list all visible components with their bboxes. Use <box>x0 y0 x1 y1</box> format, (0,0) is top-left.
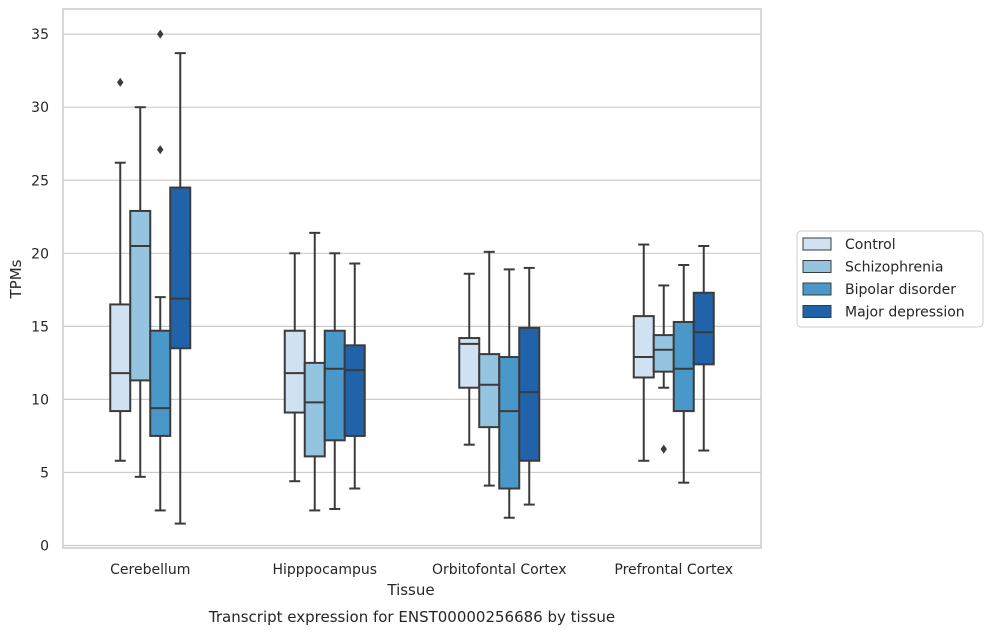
box-iqr <box>149 329 172 437</box>
box-iqr <box>109 303 132 413</box>
legend-swatch <box>802 305 832 318</box>
outlier-point <box>157 145 164 155</box>
y-tick-label: 25 <box>31 173 49 189</box>
legend-label: Control <box>845 237 896 253</box>
box <box>478 250 501 487</box>
box <box>518 266 541 506</box>
legend: Control Schizophrenia Bipolar disorder Majo… <box>796 230 984 328</box>
box <box>692 244 715 452</box>
y-tick-label: 0 <box>40 539 49 555</box>
legend-label: Schizophrenia <box>845 260 943 276</box>
box-iqr <box>303 361 326 458</box>
box <box>498 268 521 519</box>
box-iqr <box>672 320 695 413</box>
box-iqr <box>692 291 715 366</box>
y-tick-label: 10 <box>31 392 49 408</box>
y-tick-label: 35 <box>31 27 49 43</box>
outlier-point <box>157 29 164 39</box>
box-iqr <box>518 326 541 462</box>
series-major-depression <box>169 52 715 525</box>
chart-caption: Transcript expression for ENST0000025668… <box>208 608 615 626</box>
legend-label: Bipolar disorder <box>845 282 956 298</box>
box <box>343 262 366 490</box>
x-axis-title: Tissue <box>386 581 434 599</box>
legend-frame <box>796 230 984 328</box>
box-iqr <box>458 337 481 389</box>
legend-swatch <box>802 282 832 296</box>
legend-swatch <box>802 237 832 251</box>
box <box>303 231 326 512</box>
box-iqr <box>343 344 366 437</box>
outlier-point <box>660 444 667 454</box>
box <box>149 29 172 512</box>
box <box>283 252 306 483</box>
box-iqr <box>498 356 521 490</box>
grid-lines <box>63 33 761 547</box>
box-iqr <box>632 315 655 379</box>
box <box>169 52 192 525</box>
box-iqr <box>478 353 501 429</box>
legend-swatch <box>802 260 832 273</box>
y-axis-title: TPMs <box>7 259 25 299</box>
legend-label: Major depression <box>845 305 965 321</box>
box <box>652 284 675 454</box>
box-iqr <box>652 334 675 373</box>
box-iqr <box>169 186 192 350</box>
plot-frame <box>62 8 762 549</box>
box <box>323 252 346 510</box>
y-tick-label: 30 <box>31 100 49 116</box>
series-schizophrenia <box>129 106 675 512</box>
x-axis-ticks: Cerebellum Hipppocampus Orbitofontal Corte… <box>110 562 733 578</box>
box <box>109 77 132 462</box>
y-axis-ticks: 0 5 10 15 20 25 30 35 <box>31 27 49 554</box>
series-control <box>109 77 655 483</box>
outlier-point <box>117 77 124 87</box>
x-tick-label: Prefrontal Cortex <box>614 562 733 578</box>
box <box>672 263 695 484</box>
y-tick-label: 5 <box>40 465 49 481</box>
x-tick-label: Cerebellum <box>110 562 190 578</box>
series-bipolar-disorder <box>149 29 695 519</box>
box-plot-series <box>109 29 715 525</box>
y-tick-label: 15 <box>31 319 49 335</box>
x-tick-label: Orbitofontal Cortex <box>432 562 567 578</box>
x-tick-label: Hipppocampus <box>272 562 377 578</box>
box <box>632 243 655 462</box>
box-iqr <box>283 329 306 414</box>
box <box>129 106 152 478</box>
box <box>458 272 481 446</box>
y-tick-label: 20 <box>31 246 49 262</box>
box-iqr <box>323 329 346 442</box>
box-iqr <box>129 209 152 382</box>
